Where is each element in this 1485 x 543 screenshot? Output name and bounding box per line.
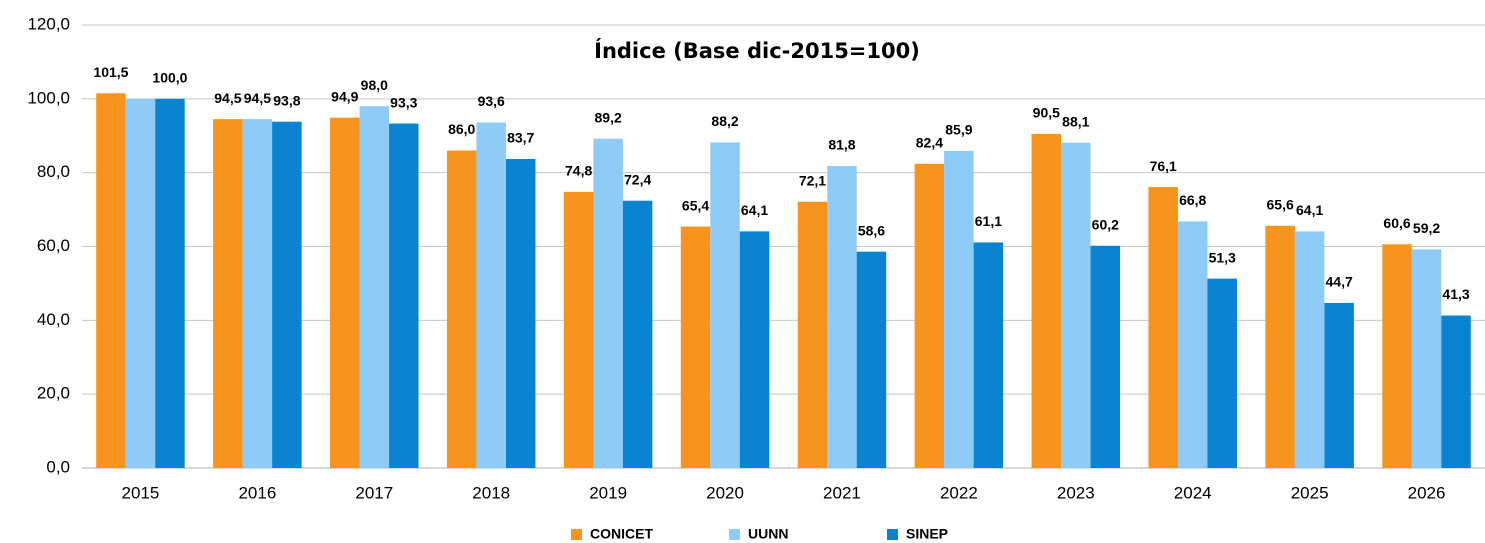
value-label: 60,2 bbox=[1092, 216, 1119, 232]
bar bbox=[1061, 142, 1091, 468]
bar bbox=[505, 159, 536, 468]
value-label: 93,3 bbox=[390, 94, 417, 110]
value-label: 94,5 bbox=[244, 90, 271, 106]
value-label: 93,8 bbox=[273, 92, 300, 108]
x-tick-label: 2016 bbox=[238, 483, 276, 502]
bar bbox=[476, 122, 506, 469]
x-tick-label: 2020 bbox=[706, 483, 744, 502]
value-label: 60,6 bbox=[1383, 215, 1410, 231]
bar bbox=[272, 121, 302, 468]
value-label: 74,8 bbox=[565, 163, 592, 179]
value-label: 100,0 bbox=[152, 70, 187, 86]
bar bbox=[1265, 225, 1295, 468]
value-label: 59,2 bbox=[1413, 220, 1440, 236]
bar bbox=[213, 119, 243, 468]
legend-label: CONICET bbox=[590, 526, 653, 542]
bar bbox=[622, 200, 653, 468]
bar bbox=[96, 93, 126, 468]
bar bbox=[973, 242, 1004, 468]
legend-label: SINEP bbox=[906, 526, 948, 542]
bar bbox=[1031, 133, 1062, 468]
x-tick-label: 2022 bbox=[940, 483, 978, 502]
value-label: 88,2 bbox=[711, 113, 738, 129]
bar bbox=[1148, 187, 1178, 469]
x-tick-label: 2025 bbox=[1291, 483, 1329, 502]
bar bbox=[389, 123, 419, 468]
value-label: 41,3 bbox=[1442, 286, 1469, 302]
bar bbox=[1207, 278, 1237, 468]
value-label: 94,5 bbox=[214, 90, 241, 106]
bar bbox=[797, 201, 828, 469]
value-label: 86,0 bbox=[448, 121, 475, 137]
value-label: 89,2 bbox=[595, 109, 622, 125]
value-label: 61,1 bbox=[975, 213, 1002, 229]
chart-title: Índice (Base dic-2015=100) bbox=[594, 38, 920, 63]
x-tick-label: 2017 bbox=[355, 483, 393, 502]
bar bbox=[330, 117, 360, 469]
x-tick-label: 2018 bbox=[472, 483, 510, 502]
value-label: 98,0 bbox=[361, 77, 388, 93]
bar bbox=[1411, 249, 1442, 468]
bar bbox=[856, 251, 887, 468]
bar bbox=[359, 106, 390, 468]
bar bbox=[125, 98, 156, 468]
bar bbox=[1441, 315, 1471, 468]
bar bbox=[155, 98, 185, 468]
bar bbox=[1382, 244, 1412, 468]
y-tick-label: 40,0 bbox=[37, 310, 70, 329]
value-label: 65,4 bbox=[682, 197, 709, 213]
legend-label: UUNN bbox=[748, 526, 788, 542]
value-label: 72,4 bbox=[624, 171, 651, 187]
y-tick-label: 100,0 bbox=[27, 88, 70, 107]
value-label: 85,9 bbox=[945, 122, 972, 138]
x-tick-label: 2021 bbox=[823, 483, 861, 502]
x-tick-label: 2024 bbox=[1174, 483, 1212, 502]
x-tick-label: 2015 bbox=[122, 483, 160, 502]
value-label: 82,4 bbox=[916, 135, 943, 151]
value-label: 65,6 bbox=[1267, 197, 1294, 213]
y-tick-label: 20,0 bbox=[37, 384, 70, 403]
legend-swatch bbox=[729, 529, 740, 540]
legend-swatch bbox=[887, 529, 898, 540]
bar bbox=[827, 166, 857, 468]
bar bbox=[1090, 245, 1121, 468]
value-label: 88,1 bbox=[1062, 113, 1089, 129]
bar bbox=[944, 150, 974, 468]
value-label: 58,6 bbox=[858, 222, 885, 238]
y-tick-label: 120,0 bbox=[27, 14, 70, 33]
value-label: 76,1 bbox=[1150, 158, 1177, 174]
value-label: 64,1 bbox=[741, 202, 768, 218]
y-tick-label: 0,0 bbox=[46, 457, 70, 476]
y-tick-label: 80,0 bbox=[37, 162, 70, 181]
x-tick-label: 2019 bbox=[589, 483, 627, 502]
value-label: 81,8 bbox=[828, 137, 855, 153]
value-label: 64,1 bbox=[1296, 202, 1323, 218]
value-label: 93,6 bbox=[478, 93, 505, 109]
value-label: 90,5 bbox=[1033, 105, 1060, 121]
bar bbox=[593, 138, 623, 468]
y-tick-label: 60,0 bbox=[37, 236, 70, 255]
bar bbox=[242, 119, 273, 468]
bar bbox=[1324, 302, 1354, 468]
value-label: 83,7 bbox=[507, 130, 534, 146]
bar bbox=[739, 231, 770, 468]
bar bbox=[446, 150, 477, 468]
bar bbox=[1177, 221, 1208, 468]
bar bbox=[914, 163, 945, 468]
bar bbox=[680, 226, 711, 468]
value-label: 101,5 bbox=[93, 64, 128, 80]
x-tick-label: 2026 bbox=[1408, 483, 1446, 502]
value-label: 66,8 bbox=[1179, 192, 1206, 208]
value-label: 51,3 bbox=[1209, 249, 1236, 265]
bar bbox=[1294, 231, 1325, 468]
bar bbox=[710, 142, 740, 468]
bar bbox=[563, 191, 594, 468]
x-tick-label: 2023 bbox=[1057, 483, 1095, 502]
legend-swatch bbox=[571, 529, 582, 540]
value-label: 72,1 bbox=[799, 173, 826, 189]
value-label: 44,7 bbox=[1326, 274, 1353, 290]
value-label: 94,9 bbox=[331, 88, 358, 104]
